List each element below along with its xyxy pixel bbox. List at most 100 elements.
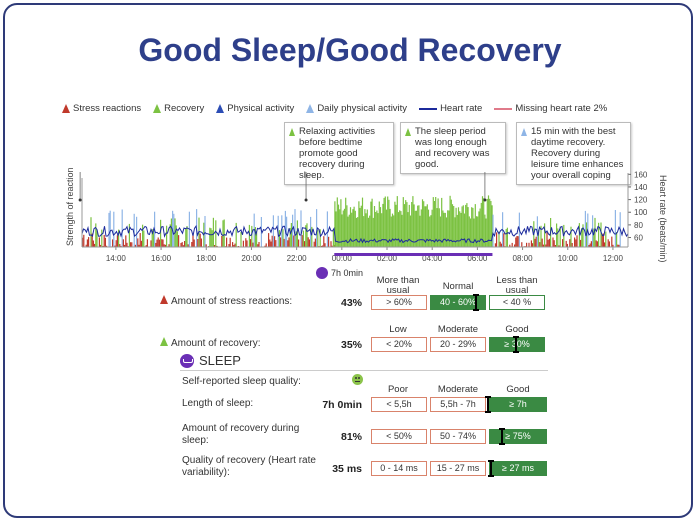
- reaction-bar: [390, 216, 392, 247]
- reaction-bar: [109, 210, 111, 247]
- reaction-bar: [432, 197, 434, 247]
- reaction-bar: [125, 235, 127, 247]
- reaction-bar: [500, 243, 502, 247]
- sleep-icon: [316, 267, 328, 279]
- reaction-bar: [369, 215, 371, 247]
- reaction-bar: [366, 209, 368, 247]
- reaction-bar: [226, 237, 228, 247]
- reaction-bar: [250, 239, 252, 247]
- reaction-bar: [184, 241, 186, 247]
- reaction-bar: [557, 228, 559, 247]
- reaction-bar: [103, 234, 105, 247]
- reaction-bar: [499, 241, 501, 247]
- reaction-bar: [185, 228, 187, 247]
- reaction-bar: [176, 231, 178, 247]
- reaction-bar: [581, 228, 583, 247]
- x-tick-label: 12:00: [603, 254, 624, 263]
- reaction-bar: [450, 199, 452, 247]
- sleep-length-label: Length of sleep:: [182, 398, 254, 409]
- reaction-bar: [388, 199, 390, 247]
- callout-markers: [78, 172, 487, 202]
- reaction-bar: [340, 199, 342, 247]
- stress-icon: [62, 104, 70, 113]
- reaction-bar: [156, 239, 158, 247]
- reaction-bar: [353, 206, 355, 247]
- reaction-bar: [101, 229, 103, 247]
- reaction-bar: [419, 215, 421, 247]
- reaction-bar: [334, 201, 336, 247]
- reaction-bar: [363, 216, 365, 247]
- legend-item-missing: Missing heart rate 2%: [494, 103, 607, 114]
- reaction-bar: [574, 237, 576, 247]
- reaction-bar: [343, 208, 346, 247]
- reaction-bar: [420, 209, 422, 247]
- reaction-bar: [562, 239, 564, 247]
- reaction-bar: [413, 204, 415, 247]
- reaction-bar: [345, 197, 347, 247]
- reaction-bar: [233, 245, 235, 247]
- reaction-bar: [431, 209, 433, 247]
- reaction-bar: [358, 201, 360, 247]
- reaction-bar: [445, 217, 448, 247]
- reaction-bar: [475, 216, 478, 247]
- reaction-bar: [346, 205, 348, 247]
- x-tick-label: 00:00: [332, 254, 353, 263]
- reaction-bar: [582, 224, 584, 247]
- reaction-bar: [256, 231, 258, 247]
- reaction-bar: [605, 231, 607, 247]
- stress-header-more: More than usual: [376, 275, 420, 296]
- reaction-bar: [199, 233, 201, 247]
- reaction-bar: [209, 227, 211, 247]
- sleep-recovery-box-good: ≥ 75%: [489, 429, 547, 444]
- reaction-bar: [223, 219, 225, 247]
- sleep-quality-label: Self-reported sleep quality:: [182, 376, 301, 387]
- reaction-bar: [461, 206, 463, 247]
- reaction-bar: [133, 213, 135, 247]
- reaction-bar: [286, 216, 288, 247]
- reaction-bar: [474, 204, 476, 247]
- physical-activity-icon: [216, 104, 225, 113]
- legend-item-recovery: Recovery: [153, 103, 204, 114]
- reaction-bar: [311, 226, 313, 247]
- reaction-bar: [506, 227, 508, 247]
- reaction-bar: [584, 210, 586, 247]
- reaction-bar: [307, 237, 309, 247]
- x-tick-label: 20:00: [241, 254, 262, 263]
- reaction-bar: [290, 223, 292, 247]
- reaction-bar: [385, 209, 388, 247]
- x-tick-label: 06:00: [467, 254, 488, 263]
- reaction-bar: [451, 204, 454, 247]
- reaction-bar: [514, 244, 516, 247]
- chart-legend: Stress reactions Recovery Physical activ…: [62, 103, 607, 114]
- reaction-bar: [616, 232, 618, 247]
- reaction-bar: [359, 207, 361, 247]
- reaction-bar: [532, 243, 534, 247]
- reaction-bar: [342, 210, 344, 247]
- reaction-bar: [614, 210, 616, 247]
- sleep-header-moderate: Moderate: [437, 384, 479, 395]
- reaction-bar: [289, 227, 291, 247]
- sleep-length-box-moderate: 5,5h - 7h: [430, 397, 486, 412]
- reaction-bar: [608, 241, 610, 247]
- reaction-bar: [466, 203, 468, 247]
- reaction-bar: [492, 214, 494, 247]
- stress-header-less: Less than usual: [496, 275, 538, 296]
- reaction-bar: [565, 240, 567, 247]
- reaction-bar: [320, 245, 322, 247]
- reaction-bar: [295, 231, 297, 247]
- reaction-bar: [481, 196, 484, 247]
- reaction-bar: [150, 240, 152, 247]
- reaction-bar: [92, 240, 94, 247]
- reaction-bar: [494, 243, 496, 247]
- legend-item-heart-rate: Heart rate: [419, 103, 482, 114]
- reaction-bar: [498, 231, 500, 247]
- reaction-bar: [611, 236, 613, 247]
- reaction-bar: [570, 226, 572, 247]
- reaction-bar: [98, 237, 100, 247]
- reaction-bar: [580, 239, 582, 247]
- reaction-bar: [457, 207, 460, 247]
- recovery-box-low: < 20%: [371, 337, 427, 352]
- reaction-bar: [197, 239, 199, 247]
- reaction-bar: [389, 208, 391, 247]
- reaction-bar: [232, 242, 234, 247]
